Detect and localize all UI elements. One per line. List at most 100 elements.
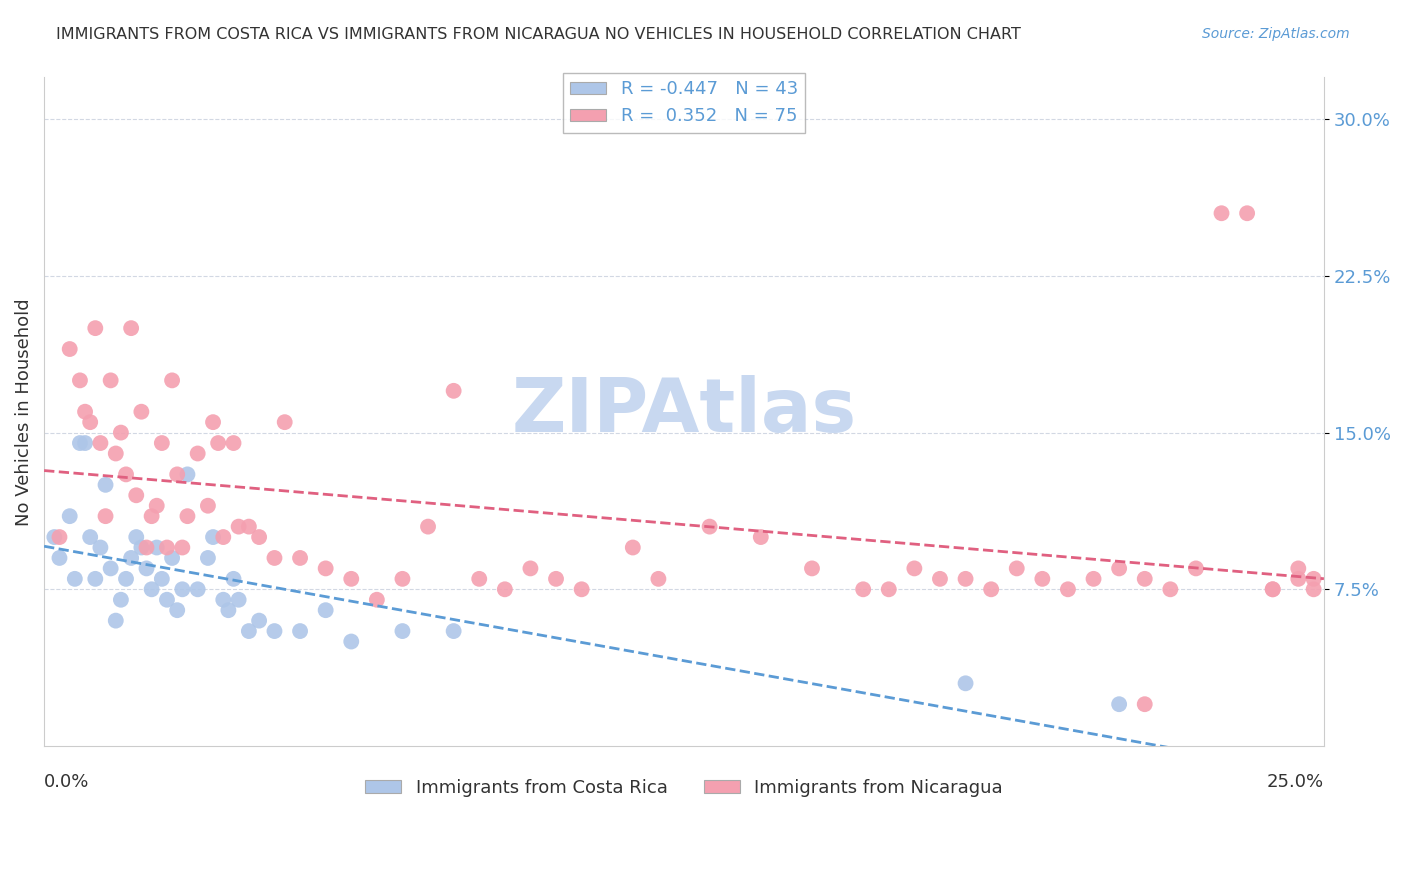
Point	[89, 436, 111, 450]
Point	[468, 572, 491, 586]
Point	[156, 541, 179, 555]
Point	[115, 572, 138, 586]
Point	[150, 436, 173, 450]
Text: Source: ZipAtlas.com: Source: ZipAtlas.com	[1202, 27, 1350, 41]
Point	[69, 373, 91, 387]
Point	[443, 624, 465, 638]
Point	[100, 373, 122, 387]
Point	[207, 436, 229, 450]
Point	[150, 572, 173, 586]
Point	[172, 582, 194, 597]
Point	[391, 624, 413, 638]
Point	[315, 561, 337, 575]
Point	[1083, 572, 1105, 586]
Point	[228, 519, 250, 533]
Point	[197, 551, 219, 566]
Point	[340, 634, 363, 648]
Point	[125, 530, 148, 544]
Point	[75, 405, 97, 419]
Point	[340, 572, 363, 586]
Point	[366, 592, 388, 607]
Point	[59, 342, 82, 356]
Point	[1211, 206, 1233, 220]
Point	[141, 509, 163, 524]
Point	[571, 582, 593, 597]
Point	[247, 530, 270, 544]
Point	[263, 551, 285, 566]
Point	[955, 572, 977, 586]
Point	[1159, 582, 1181, 597]
Point	[131, 405, 153, 419]
Point	[222, 436, 245, 450]
Point	[519, 561, 541, 575]
Point	[929, 572, 952, 586]
Point	[877, 582, 900, 597]
Point	[1286, 572, 1309, 586]
Point	[197, 499, 219, 513]
Point	[120, 551, 142, 566]
Text: 25.0%: 25.0%	[1267, 772, 1324, 790]
Point	[222, 572, 245, 586]
Point	[156, 592, 179, 607]
Point	[187, 446, 209, 460]
Point	[100, 561, 122, 575]
Point	[544, 572, 567, 586]
Point	[202, 530, 225, 544]
Point	[228, 592, 250, 607]
Point	[166, 467, 188, 482]
Point	[1133, 572, 1156, 586]
Point	[135, 541, 157, 555]
Point	[1185, 561, 1208, 575]
Point	[84, 321, 107, 335]
Point	[104, 614, 127, 628]
Point	[120, 321, 142, 335]
Point	[115, 467, 138, 482]
Point	[69, 436, 91, 450]
Point	[135, 561, 157, 575]
Point	[94, 478, 117, 492]
Point	[647, 572, 669, 586]
Point	[801, 561, 824, 575]
Point	[44, 530, 66, 544]
Point	[903, 561, 925, 575]
Point	[1133, 697, 1156, 711]
Point	[145, 541, 167, 555]
Point	[94, 509, 117, 524]
Point	[1261, 582, 1284, 597]
Point	[104, 446, 127, 460]
Point	[955, 676, 977, 690]
Point	[125, 488, 148, 502]
Point	[315, 603, 337, 617]
Point	[59, 509, 82, 524]
Point	[202, 415, 225, 429]
Point	[187, 582, 209, 597]
Point	[494, 582, 516, 597]
Point	[89, 541, 111, 555]
Point	[48, 530, 70, 544]
Point	[110, 425, 132, 440]
Text: ZIPAtlas: ZIPAtlas	[512, 376, 856, 448]
Point	[621, 541, 644, 555]
Point	[145, 499, 167, 513]
Point	[749, 530, 772, 544]
Point	[176, 467, 198, 482]
Point	[160, 373, 183, 387]
Point	[1236, 206, 1258, 220]
Point	[1108, 697, 1130, 711]
Point	[247, 614, 270, 628]
Point	[1108, 561, 1130, 575]
Point	[443, 384, 465, 398]
Text: IMMIGRANTS FROM COSTA RICA VS IMMIGRANTS FROM NICARAGUA NO VEHICLES IN HOUSEHOLD: IMMIGRANTS FROM COSTA RICA VS IMMIGRANTS…	[56, 27, 1021, 42]
Point	[212, 530, 235, 544]
Point	[141, 582, 163, 597]
Point	[75, 436, 97, 450]
Point	[160, 551, 183, 566]
Point	[699, 519, 721, 533]
Point	[1057, 582, 1080, 597]
Point	[852, 582, 875, 597]
Point	[263, 624, 285, 638]
Point	[1005, 561, 1028, 575]
Point	[166, 603, 188, 617]
Point	[110, 592, 132, 607]
Point	[980, 582, 1002, 597]
